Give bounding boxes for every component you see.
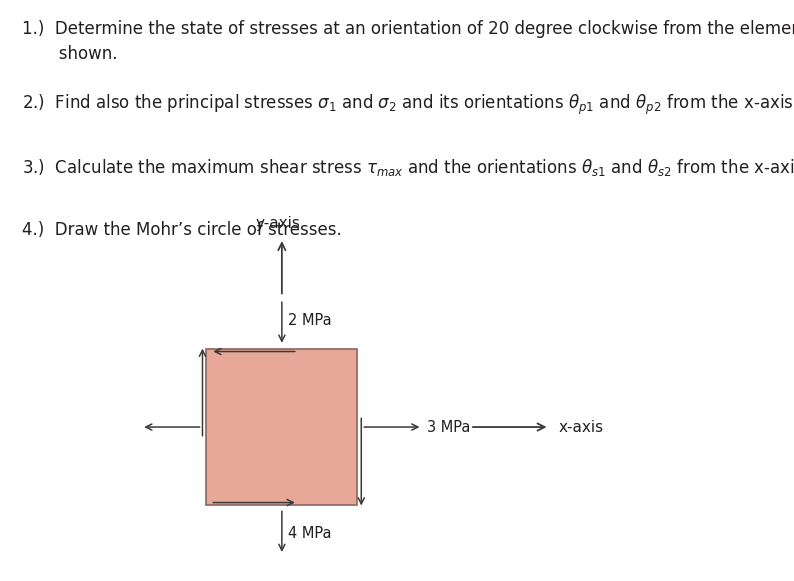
Text: 4 MPa: 4 MPa: [288, 526, 332, 541]
Text: 2.)  Find also the principal stresses $\sigma_1$ and $\sigma_2$ and its orientat: 2.) Find also the principal stresses $\s…: [22, 93, 794, 117]
Text: x-axis: x-axis: [559, 419, 604, 435]
Text: y-axis: y-axis: [256, 216, 300, 231]
Text: 3 MPa: 3 MPa: [427, 419, 471, 435]
Text: 1.)  Determine the state of stresses at an orientation of 20 degree clockwise fr: 1.) Determine the state of stresses at a…: [22, 20, 794, 63]
Text: 3.)  Calculate the maximum shear stress $\tau_{max}$ and the orientations $\thet: 3.) Calculate the maximum shear stress $…: [22, 157, 794, 178]
Text: 2 MPa: 2 MPa: [288, 313, 332, 328]
Text: 4.)  Draw the Mohr’s circle of stresses.: 4.) Draw the Mohr’s circle of stresses.: [22, 221, 342, 239]
Bar: [206, 349, 357, 505]
